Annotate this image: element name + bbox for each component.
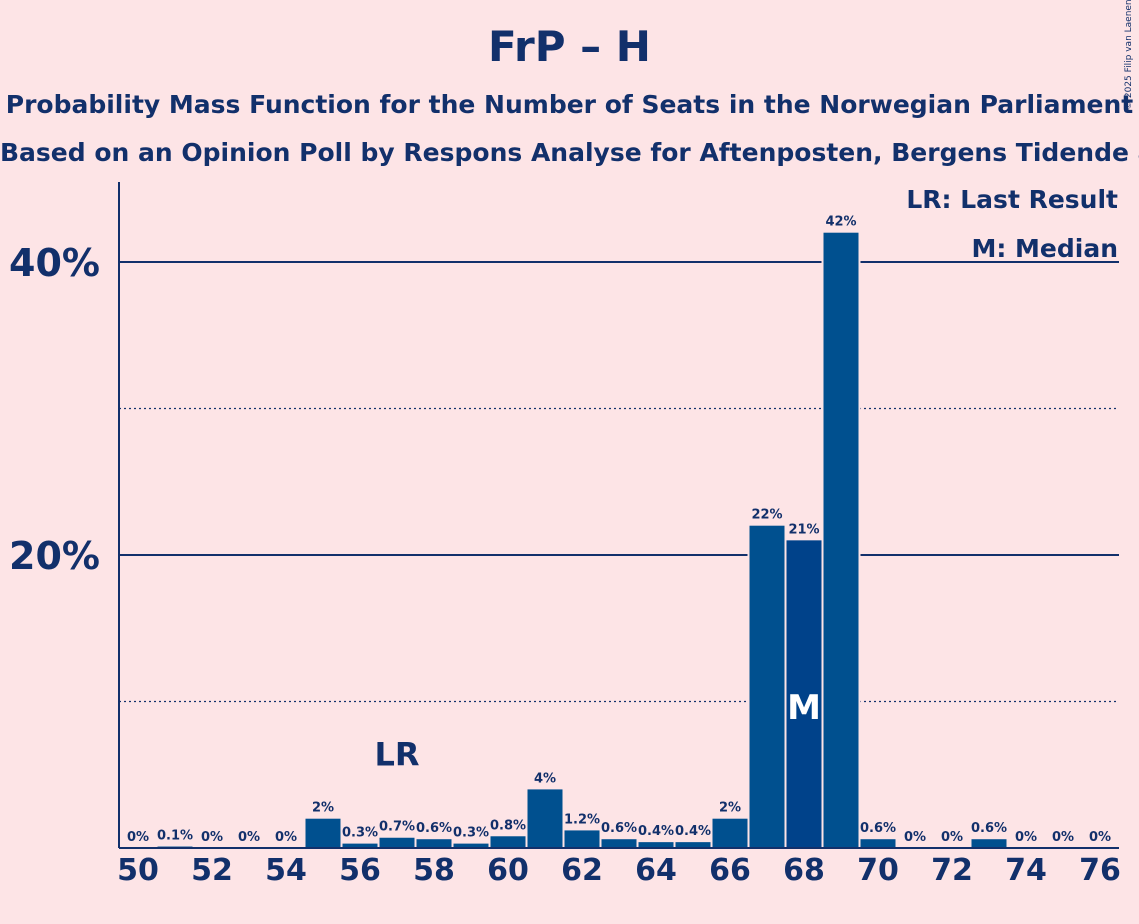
x-tick-label: 50 (117, 853, 159, 888)
bar-value-label: 0.4% (675, 824, 711, 839)
seat-bar-55 (305, 818, 341, 848)
bar-value-label: 0.4% (638, 824, 674, 839)
bar-value-label: 0.6% (416, 821, 452, 836)
bar-value-label: 2% (312, 801, 334, 816)
seat-bar-57 (379, 837, 415, 848)
x-tick-label: 72 (931, 853, 973, 888)
x-tick-label: 70 (857, 853, 899, 888)
bar-value-label: 1.2% (564, 812, 600, 827)
x-tick-label: 56 (339, 853, 381, 888)
seat-bar-65 (675, 842, 711, 848)
x-tick-label: 60 (487, 853, 529, 888)
x-tick-label: 64 (635, 853, 677, 888)
bar-value-label: 0% (941, 830, 963, 845)
bar-value-label: 0.6% (601, 821, 637, 836)
seat-bar-69 (823, 232, 859, 848)
x-tick-label: 58 (413, 853, 455, 888)
bar-value-label: 21% (788, 522, 819, 537)
y-tick-label: 20% (9, 534, 100, 578)
bar-value-label: 0% (1015, 830, 1037, 845)
bar-value-label: 0% (127, 830, 149, 845)
chart-title: FrP – H (488, 22, 651, 71)
bar-value-label: 0.7% (379, 820, 415, 835)
x-tick-label: 52 (191, 853, 233, 888)
seat-bar-63 (601, 839, 637, 848)
seat-bar-62 (564, 830, 600, 848)
seat-bar-70 (860, 839, 896, 848)
bar-value-label: 0% (201, 830, 223, 845)
seat-bar-59 (453, 843, 489, 848)
bar-value-label: 0% (904, 830, 926, 845)
seat-bar-61 (527, 789, 563, 848)
seat-bar-64 (638, 842, 674, 848)
seat-bar-56 (342, 843, 378, 848)
seat-bar-67 (749, 525, 785, 848)
bar-value-label: 0.8% (490, 818, 526, 833)
chart-source: Based on an Opinion Poll by Respons Anal… (0, 138, 1139, 167)
seat-bar-68 (786, 540, 822, 848)
seat-bar-73 (971, 839, 1007, 848)
bar-value-label: 2% (719, 801, 741, 816)
legend-median: M: Median (971, 234, 1118, 263)
bar-gap (155, 844, 195, 848)
bar-value-label: 0.6% (860, 821, 896, 836)
bar-value-label: 0.3% (342, 826, 378, 841)
bar-value-label: 22% (751, 508, 782, 523)
bar-value-label: 0.1% (157, 829, 193, 844)
x-tick-label: 76 (1079, 853, 1121, 888)
median-marker: M (787, 688, 821, 728)
x-tick-label: 68 (783, 853, 825, 888)
bar-value-label: 0.3% (453, 826, 489, 841)
bar-value-label: 42% (825, 215, 856, 230)
chart-subtitle: Probability Mass Function for the Number… (5, 90, 1134, 119)
y-tick-label: 40% (9, 241, 100, 285)
bar-value-label: 0% (1052, 830, 1074, 845)
x-tick-label: 54 (265, 853, 307, 888)
seat-bar-60 (490, 836, 526, 848)
seat-bar-58 (416, 839, 452, 848)
bar-value-label: 0% (275, 830, 297, 845)
seat-bar-66 (712, 818, 748, 848)
bar-value-label: 4% (534, 771, 556, 786)
x-tick-label: 66 (709, 853, 751, 888)
last-result-marker: LR (374, 736, 419, 774)
bar-value-label: 0% (238, 830, 260, 845)
legend-last-result: LR: Last Result (906, 185, 1118, 214)
bar-value-label: 0.6% (971, 821, 1007, 836)
bar-value-label: 0% (1089, 830, 1111, 845)
x-tick-label: 62 (561, 853, 603, 888)
x-tick-label: 74 (1005, 853, 1047, 888)
